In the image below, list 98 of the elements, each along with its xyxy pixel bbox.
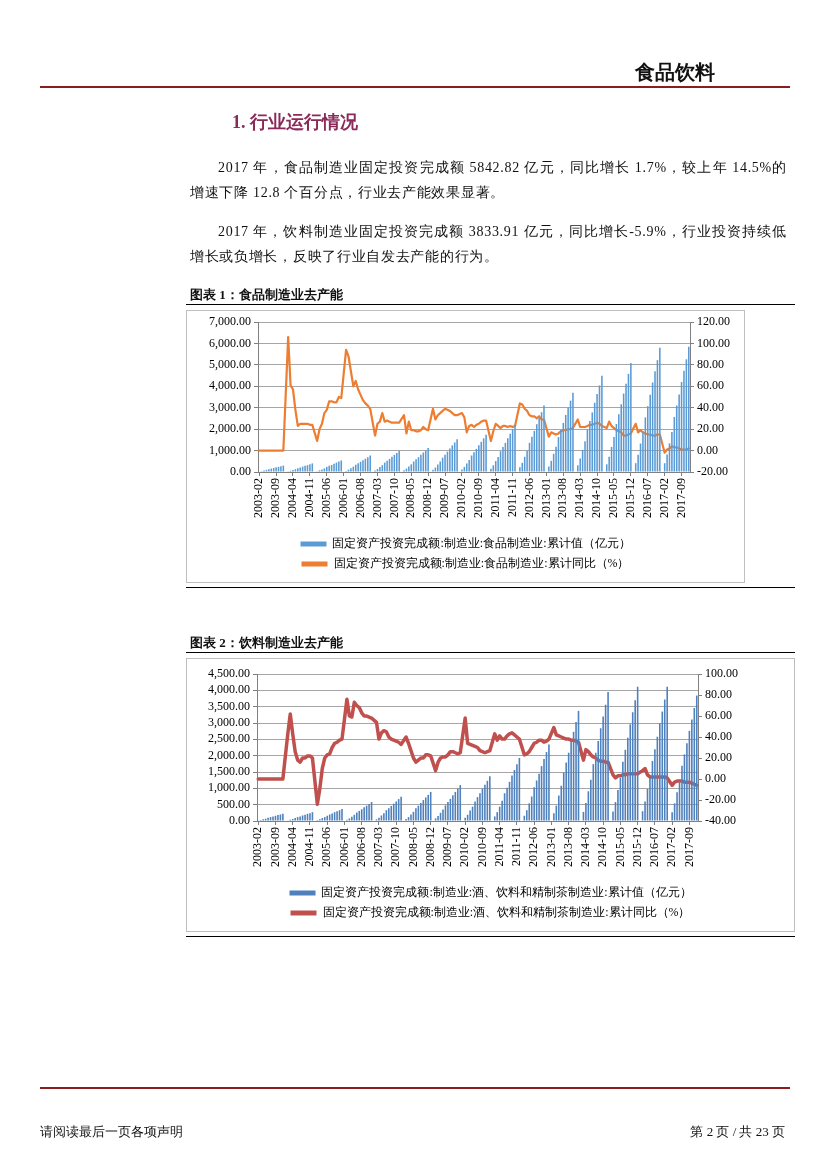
y2-tick-label: 100.00	[697, 335, 730, 350]
x-tick-label: 2010-02	[454, 478, 469, 518]
x-tick-label: 2011-04	[487, 478, 502, 518]
x-tick-label: 2007-10	[386, 478, 401, 518]
x-tick-label: 2008-05	[405, 827, 420, 867]
x-tick-label: 2017-09	[673, 478, 688, 518]
x-tick-label: 2014-10	[595, 827, 610, 867]
x-tick-label: 2007-03	[371, 827, 386, 867]
x-tick-label: 2007-03	[369, 478, 384, 518]
x-tick-label: 2010-09	[474, 827, 489, 867]
y-tick-label: 1,000.00	[208, 780, 250, 795]
x-tick-label: 2014-03	[572, 478, 587, 518]
y2-tick-label: 60.00	[697, 378, 724, 393]
x-tick-label: 2006-08	[352, 478, 367, 518]
x-tick-label: 2006-01	[335, 478, 350, 518]
x-tick-label: 2017-09	[681, 827, 696, 867]
y2-tick-label: 120.00	[697, 314, 730, 329]
chart-title: 图表 1：食品制造业去产能	[186, 286, 795, 305]
y2-tick-label: 40.00	[705, 729, 732, 744]
x-tick-label: 2015-12	[623, 478, 638, 518]
y2-tick-label: 60.00	[705, 708, 732, 723]
y-tick-label: 4,000.00	[208, 682, 250, 697]
x-tick-label: 2016-07	[639, 478, 654, 518]
y-tick-label: 2,000.00	[209, 421, 251, 436]
y-tick-label: 1,000.00	[209, 442, 251, 457]
x-tick-label: 2015-05	[612, 827, 627, 867]
legend-label: 固定资产投资完成额:制造业:酒、饮料和精制茶制造业:累计值（亿元）	[321, 885, 692, 900]
y2-tick-label: -20.00	[705, 792, 736, 807]
y2-tick-label: -20.00	[697, 464, 728, 479]
x-tick-label: 2008-12	[420, 478, 435, 518]
y-tick-label: 2,000.00	[208, 747, 250, 762]
y-tick-label: 0.00	[230, 464, 251, 479]
y-tick-label: 0.00	[229, 813, 250, 828]
text: 1. 行业运行情况	[232, 111, 358, 134]
x-tick-label: 2010-02	[457, 827, 472, 867]
text: 第 2 页 / 共 23 页	[690, 1123, 785, 1141]
x-tick-label: 2004-04	[284, 827, 299, 867]
x-tick-label: 2015-12	[629, 827, 644, 867]
y2-tick-label: 20.00	[697, 421, 724, 436]
x-tick-label: 2009-07	[437, 478, 452, 518]
y2-tick-label: 80.00	[705, 687, 732, 702]
chart-title: 图表 2：饮料制造业去产能	[186, 634, 795, 653]
x-tick-label: 2003-02	[251, 478, 266, 518]
y-tick-label: 1,500.00	[208, 764, 250, 779]
y-tick-label: 3,000.00	[208, 715, 250, 730]
text: 2017 年，饮料制造业固定投资完成额 3833.91 亿元，同比增长-5.9%，行业投资持续低增长或负增长，反映了行业自发去产能的行为。	[190, 223, 787, 266]
text: 请阅读最后一页各项声明	[40, 1123, 183, 1141]
x-tick-label: 2004-11	[302, 478, 317, 518]
x-tick-label: 2012-06	[521, 478, 536, 518]
text: 2017 年，食品制造业固定投资完成额 5842.82 亿元，同比增长 1.7%，较上年 14.5%的增速下降 12.8 个百分点，行业去产能效果显著。	[190, 159, 787, 202]
text: 食品饮料	[635, 60, 715, 84]
x-tick-label: 2011-11	[504, 478, 519, 518]
x-tick-label: 2008-12	[422, 827, 437, 867]
y-tick-label: 4,000.00	[209, 378, 251, 393]
x-tick-label: 2016-07	[647, 827, 662, 867]
x-tick-label: 2013-08	[560, 827, 575, 867]
x-tick-label: 2013-01	[538, 478, 553, 518]
x-tick-label: 2003-09	[267, 827, 282, 867]
x-tick-label: 2003-09	[268, 478, 283, 518]
x-tick-label: 2008-05	[403, 478, 418, 518]
y-tick-label: 500.00	[217, 796, 250, 811]
x-tick-label: 2007-10	[388, 827, 403, 867]
x-tick-label: 2010-09	[470, 478, 485, 518]
x-tick-label: 2006-08	[353, 827, 368, 867]
x-tick-label: 2012-06	[526, 827, 541, 867]
y2-tick-label: 80.00	[697, 357, 724, 372]
x-tick-label: 2014-03	[578, 827, 593, 867]
x-tick-label: 2011-11	[509, 827, 524, 867]
y2-tick-label: 100.00	[705, 666, 738, 681]
x-tick-label: 2006-01	[336, 827, 351, 867]
x-tick-label: 2005-06	[319, 827, 334, 867]
legend-label: 固定资产投资完成额:制造业:食品制造业:累计同比（%）	[333, 556, 630, 571]
y-tick-label: 4,500.00	[208, 666, 250, 681]
x-tick-label: 2014-10	[589, 478, 604, 518]
y2-tick-label: 40.00	[697, 399, 724, 414]
y2-tick-label: -40.00	[705, 813, 736, 828]
legend-label: 固定资产投资完成额:制造业:酒、饮料和精制茶制造业:累计同比（%）	[322, 905, 691, 920]
x-tick-label: 2017-02	[656, 478, 671, 518]
y-tick-label: 2,500.00	[208, 731, 250, 746]
y-tick-label: 7,000.00	[209, 314, 251, 329]
x-tick-label: 2004-04	[285, 478, 300, 518]
y2-tick-label: 0.00	[705, 771, 726, 786]
x-tick-label: 2017-02	[664, 827, 679, 867]
x-tick-label: 2005-06	[318, 478, 333, 518]
y-tick-label: 5,000.00	[209, 357, 251, 372]
x-tick-label: 2003-02	[250, 827, 265, 867]
y-tick-label: 6,000.00	[209, 335, 251, 350]
x-tick-label: 2013-01	[543, 827, 558, 867]
y2-tick-label: 0.00	[697, 442, 718, 457]
legend-label: 固定资产投资完成额:制造业:食品制造业:累计值（亿元）	[332, 536, 631, 551]
x-tick-label: 2015-05	[606, 478, 621, 518]
x-tick-label: 2013-08	[555, 478, 570, 518]
y2-tick-label: 20.00	[705, 750, 732, 765]
x-tick-label: 2004-11	[302, 827, 317, 867]
y-tick-label: 3,000.00	[209, 399, 251, 414]
x-tick-label: 2011-04	[491, 827, 506, 867]
x-tick-label: 2009-07	[440, 827, 455, 867]
y-tick-label: 3,500.00	[208, 698, 250, 713]
